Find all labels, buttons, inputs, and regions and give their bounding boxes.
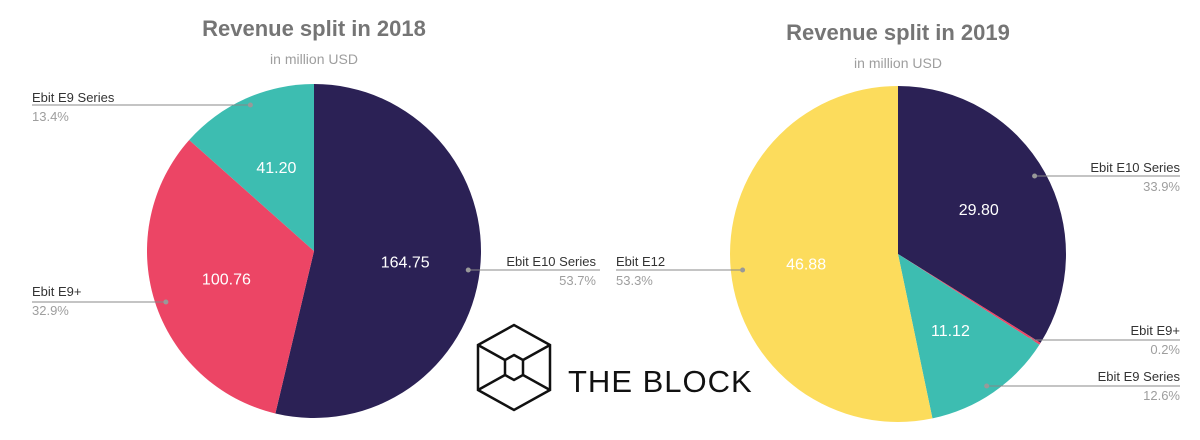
chart-subtitle-2018: in million USD <box>270 51 358 67</box>
label-name: Ebit E9 Series <box>32 90 115 105</box>
label-name: Ebit E9+ <box>1130 323 1180 338</box>
logo-text: THE BLOCK <box>568 364 753 399</box>
pie-slice <box>275 84 482 418</box>
pie-slice <box>730 86 933 423</box>
pie-slice <box>898 254 1040 419</box>
pie-slice <box>147 140 314 414</box>
pie-slice <box>898 86 1066 343</box>
value-label: 100.76 <box>202 272 251 289</box>
label-percent: 33.9% <box>1143 179 1180 194</box>
value-label: 164.75 <box>381 255 430 272</box>
value-label: 41.20 <box>256 160 296 177</box>
chart-title-2019: Revenue split in 2019 <box>786 20 1010 45</box>
value-label: 11.12 <box>931 323 970 340</box>
label-percent: 12.6% <box>1143 388 1180 403</box>
pie-slice <box>189 84 314 251</box>
leader-dot <box>984 383 990 389</box>
chart-subtitle-2019: in million USD <box>854 55 942 71</box>
label-percent: 53.3% <box>616 273 653 288</box>
leader-dot <box>163 299 169 305</box>
value-label: 46.88 <box>786 257 826 274</box>
leader-dot <box>247 102 253 108</box>
label-percent: 32.9% <box>32 303 69 318</box>
leader-dot <box>465 267 471 273</box>
leader-dot <box>740 267 746 273</box>
label-name: Ebit E9 Series <box>1097 369 1180 384</box>
label-percent: 13.4% <box>32 109 69 124</box>
logo-cube-icon <box>476 323 552 412</box>
pie-slice <box>898 254 1041 345</box>
label-name: Ebit E12 <box>616 254 666 269</box>
label-name: Ebit E9+ <box>32 284 82 299</box>
label-name: Ebit E10 Series <box>506 254 596 269</box>
leader-dot <box>1032 173 1038 179</box>
chart-title-2018: Revenue split in 2018 <box>202 16 426 41</box>
label-percent: 0.2% <box>1150 342 1180 357</box>
label-percent: 53.7% <box>559 273 596 288</box>
value-label: 29.80 <box>959 202 999 219</box>
label-name: Ebit E10 Series <box>1090 160 1180 175</box>
